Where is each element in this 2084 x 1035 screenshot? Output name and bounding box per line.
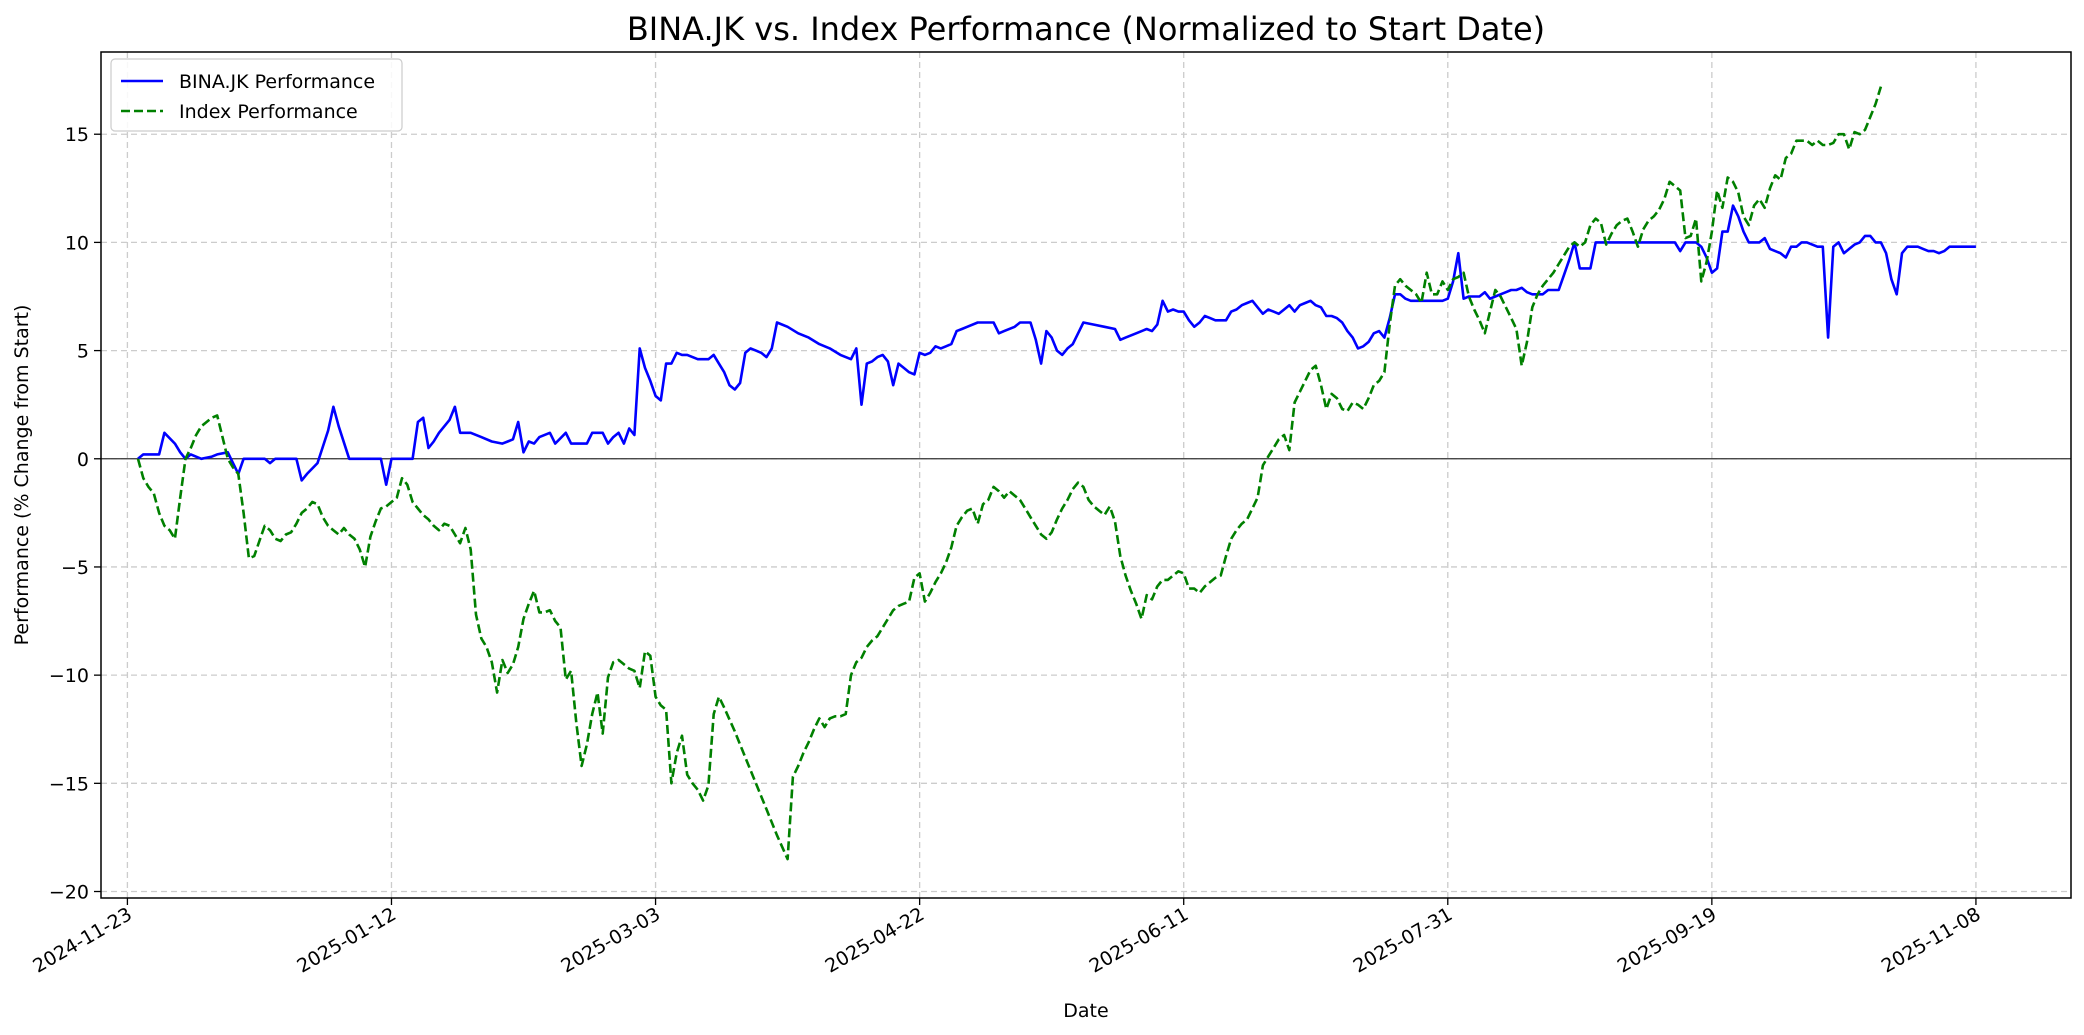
x-axis-label: Date <box>1063 1000 1108 1022</box>
legend-label-index: Index Performance <box>179 101 358 123</box>
y-tick-label: 0 <box>77 449 89 471</box>
y-axis-label: Performance (% Change from Start) <box>11 305 33 646</box>
y-tick-label: −20 <box>49 882 89 904</box>
y-tick-label: −5 <box>61 557 89 579</box>
legend-box <box>110 58 403 132</box>
y-tick-label: −10 <box>49 665 89 687</box>
series-line-bina <box>137 204 1976 486</box>
y-ticks: −20 −15 −10 −5 0 5 10 15 <box>49 124 101 904</box>
plot-frame <box>100 51 2072 899</box>
y-tick-label: 10 <box>65 232 89 254</box>
series-line-index <box>136 86 1883 861</box>
legend: BINA.JK Performance Index Performance <box>110 58 403 132</box>
y-tick-label: −15 <box>49 773 89 795</box>
chart-title: BINA.JK vs. Index Performance (Normalize… <box>627 10 1545 48</box>
y-tick-label: 5 <box>77 341 89 363</box>
legend-label-bina: BINA.JK Performance <box>179 71 375 93</box>
series-lines <box>136 86 1976 861</box>
y-tick-label: 15 <box>65 124 89 146</box>
